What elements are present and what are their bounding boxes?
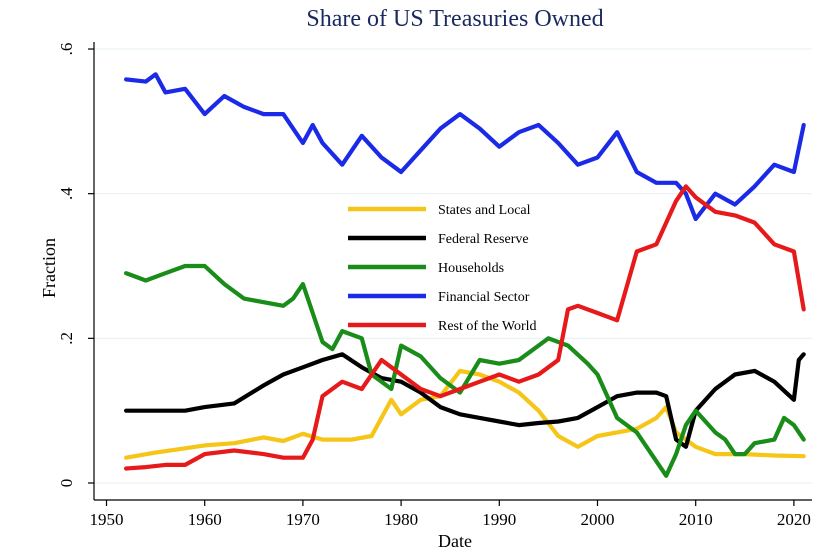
x-tick-label: 1960 <box>188 510 222 529</box>
legend-label-federal-reserve: Federal Reserve <box>438 232 529 247</box>
legend-label-rest-of-the-world: Rest of the World <box>438 319 537 334</box>
x-tick-label: 2000 <box>581 510 615 529</box>
y-tick-label: 0 <box>57 479 76 488</box>
y-axis-label: Fraction <box>39 238 59 298</box>
x-tick-label: 1950 <box>90 510 124 529</box>
y-tick-label: .2 <box>57 332 76 345</box>
axes: 0 .2 .4 .6 1950 1960 1970 1980 1990 2000 2010 2020 <box>57 42 812 529</box>
y-tick-label: .6 <box>57 43 76 56</box>
y-tick-label: .4 <box>57 187 76 200</box>
series-line-rest-of-the-world <box>124 184 806 471</box>
x-tick-label: 1970 <box>286 510 320 529</box>
gridlines <box>94 48 812 484</box>
legend: States and Local Federal Reserve Household… <box>348 203 537 334</box>
chart-title: Share of US Treasuries Owned <box>306 6 603 32</box>
legend-label-states-and-local: States and Local <box>438 203 531 218</box>
legend-label-households: Households <box>438 261 504 276</box>
x-tick-label: 1990 <box>482 510 516 529</box>
x-tick-label: 1980 <box>384 510 418 529</box>
x-tick-label: 2010 <box>679 510 713 529</box>
series-line-households <box>124 263 806 478</box>
x-axis-label: Date <box>438 531 472 551</box>
x-tick-label: 2020 <box>777 510 811 529</box>
series-line-financial-sector <box>124 72 806 222</box>
series-lines <box>124 72 806 478</box>
legend-label-financial-sector: Financial Sector <box>438 290 530 305</box>
series-line-federal-reserve <box>124 352 806 449</box>
